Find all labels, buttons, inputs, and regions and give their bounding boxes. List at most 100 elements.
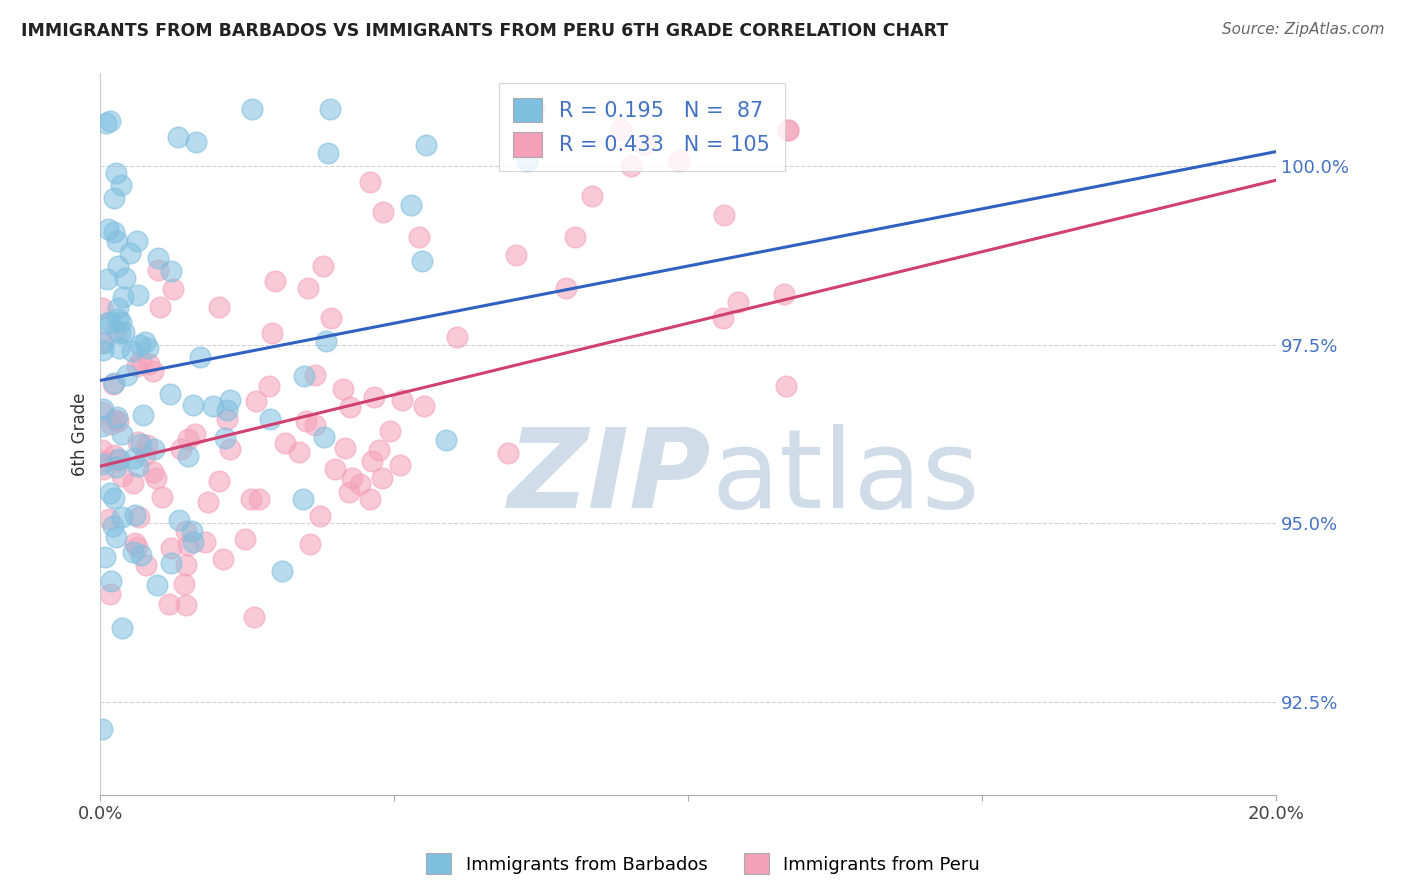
Point [337, 485, 360, 500]
Point [91, 401, 114, 416]
Point [323, 462, 346, 476]
Point [297, 280, 319, 294]
Point [91, 461, 114, 475]
Point [523, 102, 546, 116]
Point [136, 341, 159, 355]
Point [373, 205, 395, 219]
Point [110, 315, 132, 329]
Point [181, 399, 204, 413]
Point [309, 509, 332, 524]
Point [242, 609, 264, 624]
Point [111, 621, 134, 635]
Point [107, 311, 129, 326]
Point [146, 251, 169, 265]
Point [100, 574, 122, 588]
Point [304, 418, 326, 433]
Point [146, 263, 169, 277]
Point [121, 344, 143, 359]
Point [391, 392, 413, 407]
Point [505, 248, 527, 262]
Point [295, 414, 318, 428]
Point [332, 382, 354, 396]
Point [215, 402, 238, 417]
Point [127, 434, 149, 449]
Point [90, 334, 112, 349]
Point [668, 153, 690, 168]
Text: ZIP: ZIP [508, 424, 711, 531]
Point [775, 378, 797, 392]
Point [112, 290, 135, 304]
Point [103, 376, 125, 391]
Point [349, 476, 371, 491]
Point [389, 458, 412, 473]
Legend: Immigrants from Barbados, Immigrants from Peru: Immigrants from Barbados, Immigrants fro… [419, 846, 987, 881]
Legend: R = 0.195   N =  87, R = 0.433   N = 105: R = 0.195 N = 87, R = 0.433 N = 105 [499, 83, 785, 171]
Point [105, 530, 128, 544]
Point [121, 545, 143, 559]
Point [132, 408, 155, 422]
Point [312, 260, 335, 274]
Point [174, 598, 197, 612]
Point [150, 490, 173, 504]
Point [96, 316, 118, 330]
Point [208, 474, 231, 488]
Point [122, 475, 145, 490]
Point [201, 399, 224, 413]
Point [333, 441, 356, 455]
Point [564, 229, 586, 244]
Text: atlas: atlas [711, 424, 980, 531]
Point [180, 524, 202, 538]
Point [314, 429, 336, 443]
Point [271, 564, 294, 578]
Point [142, 364, 165, 378]
Point [259, 412, 281, 426]
Point [98, 113, 121, 128]
Point [159, 386, 181, 401]
Point [125, 540, 148, 554]
Point [104, 413, 127, 427]
Point [174, 524, 197, 538]
Point [634, 137, 657, 152]
Point [103, 225, 125, 239]
Point [134, 558, 156, 572]
Point [496, 446, 519, 460]
Point [233, 533, 256, 547]
Point [122, 451, 145, 466]
Point [108, 452, 131, 467]
Point [98, 316, 121, 330]
Point [107, 301, 129, 315]
Point [371, 471, 394, 485]
Point [160, 556, 183, 570]
Point [342, 471, 364, 485]
Point [378, 424, 401, 438]
Point [101, 376, 124, 391]
Point [186, 135, 208, 149]
Point [124, 508, 146, 523]
Point [101, 519, 124, 533]
Point [208, 301, 231, 315]
Point [103, 191, 125, 205]
Point [609, 123, 631, 137]
Point [91, 335, 114, 350]
Point [124, 536, 146, 550]
Point [359, 175, 381, 189]
Point [129, 338, 152, 352]
Point [90, 454, 112, 468]
Point [91, 405, 114, 419]
Point [219, 442, 242, 457]
Point [105, 460, 128, 475]
Point [134, 334, 156, 349]
Point [240, 102, 263, 116]
Text: Source: ZipAtlas.com: Source: ZipAtlas.com [1222, 22, 1385, 37]
Point [108, 341, 131, 355]
Point [142, 465, 165, 479]
Point [90, 722, 112, 736]
Point [91, 343, 114, 358]
Point [98, 512, 121, 526]
Point [93, 549, 115, 564]
Point [359, 491, 381, 506]
Point [129, 437, 152, 451]
Point [288, 445, 311, 459]
Point [339, 400, 361, 414]
Text: IMMIGRANTS FROM BARBADOS VS IMMIGRANTS FROM PERU 6TH GRADE CORRELATION CHART: IMMIGRANTS FROM BARBADOS VS IMMIGRANTS F… [21, 22, 948, 40]
